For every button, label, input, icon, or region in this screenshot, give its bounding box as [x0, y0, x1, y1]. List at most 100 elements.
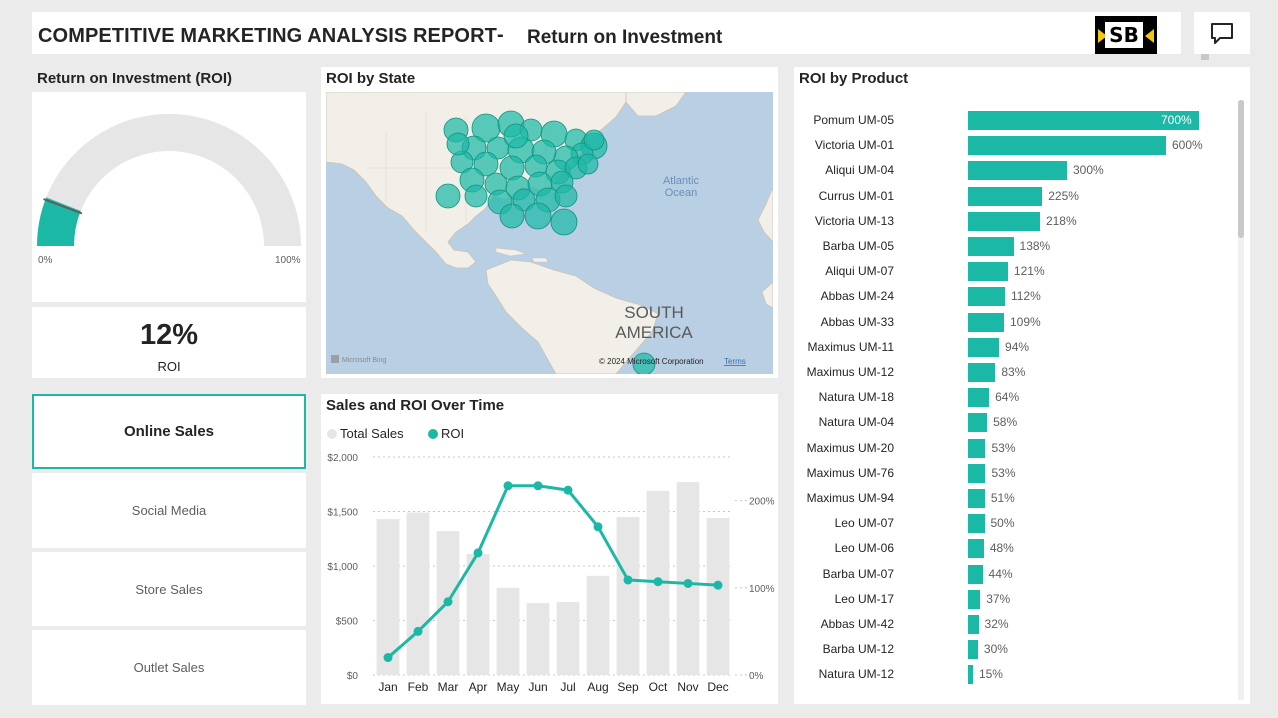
- slicer-outlet-sales-button[interactable]: Outlet Sales: [32, 630, 306, 705]
- product-row[interactable]: Leo UM-06 48%: [794, 537, 1234, 562]
- slicer-store-sales-button[interactable]: Store Sales: [32, 552, 306, 626]
- roi-point[interactable]: [623, 575, 633, 585]
- product-roi-bar[interactable]: [968, 413, 988, 433]
- product-roi-bar[interactable]: [968, 589, 981, 609]
- product-roi-bar[interactable]: [968, 438, 986, 458]
- product-roi-bar[interactable]: [968, 615, 979, 634]
- roi-map[interactable]: Atlantic Ocean SOUTH AMERICA Microsoft B…: [326, 92, 773, 374]
- x-tick-label: Jun: [528, 680, 547, 694]
- product-row[interactable]: Victoria UM-01 600%: [794, 134, 1234, 159]
- roi-point[interactable]: [533, 481, 543, 491]
- product-roi-bar[interactable]: [968, 564, 983, 584]
- sales-bar[interactable]: [526, 603, 550, 675]
- product-row[interactable]: Barba UM-07 44%: [794, 563, 1234, 588]
- product-row[interactable]: Pomum UM-05 700%: [794, 109, 1234, 134]
- product-row[interactable]: Barba UM-12 30%: [794, 638, 1234, 663]
- product-row[interactable]: Abbas UM-42 32%: [794, 613, 1234, 638]
- product-roi-bar[interactable]: [968, 640, 978, 660]
- map-bubble[interactable]: [503, 123, 529, 149]
- product-roi-bar[interactable]: [968, 136, 1166, 156]
- product-roi-bar[interactable]: [968, 665, 973, 685]
- product-row[interactable]: Maximus UM-12 83%: [794, 361, 1234, 386]
- roi-point[interactable]: [443, 597, 453, 607]
- product-row[interactable]: Leo UM-07 50%: [794, 512, 1234, 537]
- slicer-social-media-button[interactable]: Social Media: [32, 473, 306, 548]
- product-scrollbar-thumb[interactable]: [1238, 100, 1244, 238]
- sales-bar[interactable]: [496, 587, 520, 675]
- product-roi-bar[interactable]: [968, 161, 1067, 181]
- product-scrollbar[interactable]: [1238, 100, 1244, 700]
- map-bubble[interactable]: [550, 208, 578, 236]
- roi-point[interactable]: [503, 481, 513, 491]
- product-row[interactable]: Leo UM-17 37%: [794, 588, 1234, 613]
- roi-point[interactable]: [653, 577, 663, 587]
- product-roi-bar[interactable]: [968, 514, 985, 534]
- product-roi-bar[interactable]: [968, 287, 1005, 307]
- map-bubble[interactable]: [499, 203, 525, 229]
- product-roi-bar[interactable]: [968, 111, 1199, 130]
- product-roi-bar[interactable]: [968, 489, 985, 508]
- map-bubble[interactable]: [524, 202, 552, 230]
- sales-bar[interactable]: [586, 575, 610, 675]
- product-roi-bar[interactable]: [968, 363, 996, 382]
- map-bubble[interactable]: [464, 184, 488, 208]
- product-roi-value: 44%: [988, 566, 1013, 581]
- roi-point[interactable]: [413, 626, 423, 636]
- product-name-label: Maximus UM-94: [806, 491, 894, 505]
- roi-point[interactable]: [593, 522, 603, 532]
- map-bubble[interactable]: [446, 132, 470, 156]
- product-row[interactable]: Currus UM-01 225%: [794, 185, 1234, 210]
- product-roi-bar[interactable]: [968, 186, 1043, 206]
- sales-bar[interactable]: [556, 601, 580, 675]
- sales-bar[interactable]: [466, 554, 490, 675]
- product-row[interactable]: Abbas UM-33 109%: [794, 311, 1234, 336]
- sales-bar[interactable]: [676, 482, 700, 675]
- title-separator: -: [497, 24, 504, 46]
- sales-roi-combo-chart[interactable]: Total Sales ROI $2,000 $1,500 $1,000 $500 $0 20…: [321, 394, 778, 704]
- product-roi-bar[interactable]: [968, 463, 986, 483]
- south-america-landmass: [485, 259, 659, 374]
- product-roi-bar[interactable]: [968, 237, 1014, 256]
- product-row[interactable]: Maximus UM-76 53%: [794, 462, 1234, 487]
- product-row[interactable]: Victoria UM-13 218%: [794, 210, 1234, 235]
- product-row[interactable]: Natura UM-04 58%: [794, 411, 1234, 436]
- product-roi-bar[interactable]: [968, 539, 984, 559]
- roi-point[interactable]: [383, 653, 393, 663]
- map-bubble[interactable]: [632, 352, 656, 374]
- product-roi-bar[interactable]: [968, 312, 1004, 332]
- product-roi-value: 700%: [1161, 113, 1192, 127]
- product-row[interactable]: Aliqui UM-07 121%: [794, 260, 1234, 285]
- product-row[interactable]: Maximus UM-11 94%: [794, 336, 1234, 361]
- sales-bar[interactable]: [706, 518, 730, 675]
- roi-point[interactable]: [683, 578, 693, 588]
- product-row[interactable]: Maximus UM-94 51%: [794, 487, 1234, 512]
- map-bubble[interactable]: [554, 184, 578, 208]
- slicer-online-sales-button[interactable]: Online Sales: [32, 394, 306, 469]
- roi-point[interactable]: [563, 485, 573, 495]
- map-terms-link[interactable]: Terms: [724, 357, 746, 366]
- map-bubble[interactable]: [473, 151, 499, 177]
- report-title: COMPETITIVE MARKETING ANALYSIS REPORT: [38, 25, 497, 47]
- roi-point[interactable]: [473, 548, 483, 558]
- product-roi-bar[interactable]: [968, 337, 1000, 357]
- sales-bar[interactable]: [616, 516, 640, 675]
- product-row[interactable]: Maximus UM-20 53%: [794, 437, 1234, 462]
- roi-by-product-card: ROI by Product Pomum UM-05 700% Victoria U…: [794, 67, 1250, 704]
- sales-bar[interactable]: [406, 512, 430, 675]
- comment-button[interactable]: [1194, 12, 1250, 54]
- map-bubble[interactable]: [577, 153, 599, 175]
- product-roi-bar[interactable]: [968, 262, 1008, 282]
- product-row[interactable]: Abbas UM-24 112%: [794, 285, 1234, 310]
- map-bubble[interactable]: [435, 183, 461, 209]
- product-row[interactable]: Natura UM-18 64%: [794, 386, 1234, 411]
- x-tick-label: Jul: [560, 680, 575, 694]
- map-bubble[interactable]: [583, 129, 605, 151]
- sales-bar[interactable]: [376, 519, 400, 675]
- product-row[interactable]: Barba UM-05 138%: [794, 235, 1234, 260]
- product-row[interactable]: Aliqui UM-04 300%: [794, 159, 1234, 184]
- roi-point[interactable]: [713, 580, 723, 590]
- product-roi-bar[interactable]: [968, 388, 990, 408]
- gauge-max-label: 100%: [275, 255, 301, 266]
- product-row[interactable]: Natura UM-12 15%: [794, 663, 1234, 688]
- product-roi-bar[interactable]: [968, 211, 1040, 231]
